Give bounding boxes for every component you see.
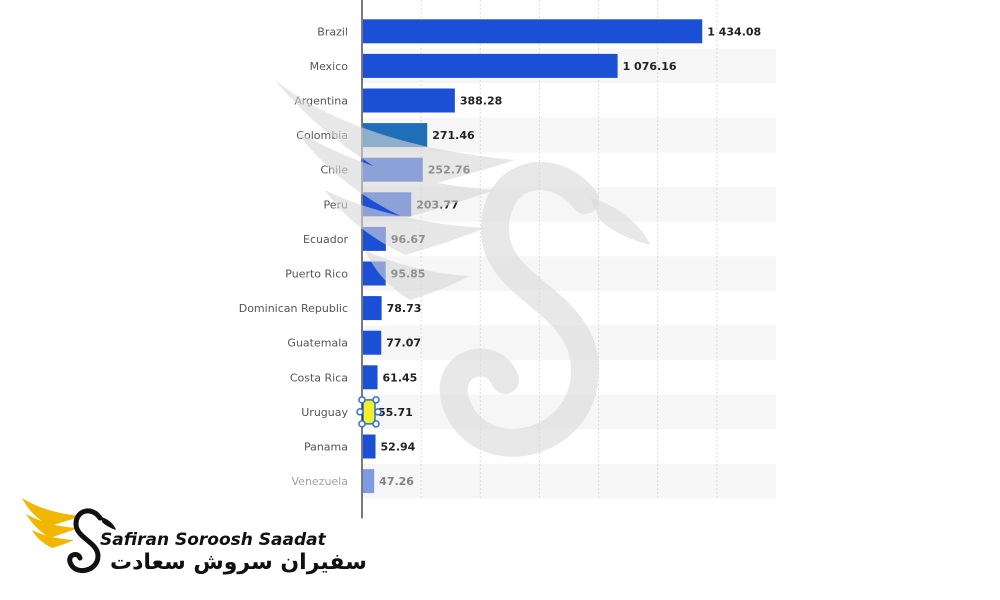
- category-label: Ecuador: [303, 233, 348, 246]
- bar-ecuador: [363, 226, 386, 251]
- value-label: 252.76: [428, 164, 471, 177]
- category-label: Costa Rica: [290, 371, 348, 384]
- value-label: 78.73: [387, 302, 422, 315]
- category-label: Dominican Republic: [239, 302, 348, 315]
- bar-mexico: [363, 53, 618, 78]
- value-label: 96.67: [391, 233, 426, 246]
- brand-name-persian: سفیران سروش سعادت: [110, 550, 367, 575]
- value-label: 388.28: [460, 95, 502, 108]
- row-band: [362, 325, 776, 360]
- category-label: Mexico: [310, 60, 349, 73]
- resize-handle[interactable]: [358, 420, 366, 428]
- swan-logo-icon: [22, 498, 116, 573]
- resize-handle[interactable]: [372, 420, 380, 428]
- value-label: 77.07: [386, 337, 421, 350]
- category-label: Peru: [323, 198, 348, 211]
- bar-costa-rica: [363, 365, 378, 390]
- category-label: Chile: [320, 164, 348, 177]
- category-label: Argentina: [294, 95, 348, 108]
- category-label: Venezuela: [292, 475, 349, 488]
- bar-argentina: [363, 88, 455, 113]
- value-label: 1 076.16: [623, 60, 677, 73]
- bar-brazil: [363, 19, 703, 44]
- value-label: 1 434.08: [707, 25, 761, 38]
- value-label: 55.71: [378, 406, 413, 419]
- bar-venezuela: [363, 469, 375, 494]
- brand-logo: Safiran Soroosh Saadat سفیران سروش سعادت: [18, 490, 367, 585]
- category-label: Guatemala: [287, 337, 348, 350]
- resize-handle[interactable]: [358, 396, 366, 404]
- bar-puerto-rico: [363, 261, 386, 286]
- bar-colombia: [363, 123, 428, 148]
- value-label: 203.77: [416, 198, 458, 211]
- resize-handle[interactable]: [372, 396, 380, 404]
- category-label: Panama: [304, 441, 348, 454]
- value-label: 61.45: [383, 371, 418, 384]
- value-label: 52.94: [381, 441, 416, 454]
- category-label: Brazil: [317, 25, 348, 38]
- bar-guatemala: [363, 330, 382, 355]
- resize-handle[interactable]: [356, 408, 364, 416]
- bar-dominican-republic: [363, 296, 382, 321]
- bar-uruguay: [362, 399, 376, 425]
- bar-panama: [363, 434, 376, 459]
- resize-handle[interactable]: [374, 408, 382, 416]
- value-label: 95.85: [391, 268, 426, 281]
- bar-chile: [363, 157, 423, 182]
- category-label: Colombia: [296, 129, 348, 142]
- bar-peru: [363, 192, 412, 217]
- selection-handles[interactable]: [356, 396, 382, 428]
- row-band: [362, 463, 776, 499]
- category-labels: Brazil Mexico Argentina Colombia Chile Peru Ec…: [239, 25, 349, 488]
- value-label: 47.26: [379, 475, 414, 488]
- category-label: Puerto Rico: [285, 268, 348, 281]
- category-label: Uruguay: [301, 406, 348, 419]
- value-label: 271.46: [432, 129, 475, 142]
- brand-name-english: Safiran Soroosh Saadat: [100, 530, 326, 550]
- row-band: [362, 394, 776, 430]
